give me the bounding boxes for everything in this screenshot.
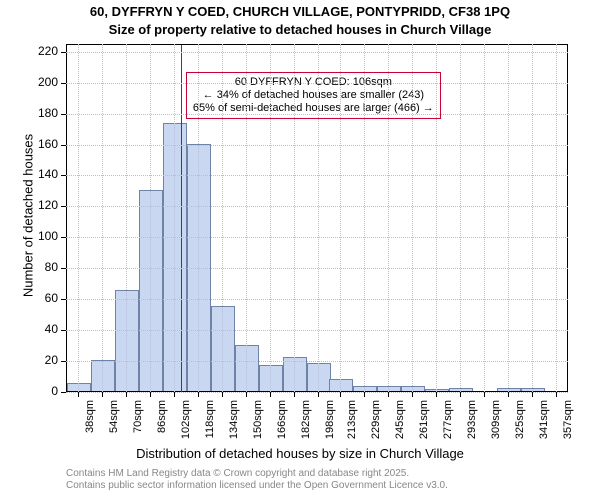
xtick-label: 198sqm — [324, 400, 336, 450]
credits-line1: Contains HM Land Registry data © Crown c… — [66, 468, 448, 480]
ytick-mark — [61, 237, 66, 238]
xtick-label: 54sqm — [108, 400, 120, 450]
xtick-label: 229sqm — [370, 400, 382, 450]
chart-container: 60, DYFFRYN Y COED, CHURCH VILLAGE, PONT… — [0, 0, 600, 500]
xtick-mark — [318, 392, 319, 397]
ytick-label: 40 — [30, 322, 58, 336]
xtick-label: 261sqm — [418, 400, 430, 450]
xtick-label: 102sqm — [180, 400, 192, 450]
gridline-v — [412, 44, 413, 392]
gridline-v — [364, 44, 365, 392]
chart-title-line2: Size of property relative to detached ho… — [0, 22, 600, 37]
xtick-label: 245sqm — [394, 400, 406, 450]
xtick-mark — [78, 392, 79, 397]
ytick-mark — [61, 114, 66, 115]
ytick-label: 220 — [30, 44, 58, 58]
xtick-mark — [102, 392, 103, 397]
ytick-mark — [61, 299, 66, 300]
ytick-label: 20 — [30, 353, 58, 367]
xtick-mark — [294, 392, 295, 397]
gridline-v — [460, 44, 461, 392]
ytick-mark — [61, 392, 66, 393]
gridline-v — [508, 44, 509, 392]
gridline-v — [556, 44, 557, 392]
ytick-mark — [61, 206, 66, 207]
xtick-mark — [532, 392, 533, 397]
xtick-label: 309sqm — [490, 400, 502, 450]
xtick-mark — [126, 392, 127, 397]
gridline-v — [102, 44, 103, 392]
credits-text: Contains HM Land Registry data © Crown c… — [66, 468, 448, 492]
gridline-v — [150, 44, 151, 392]
y-axis-label: Number of detached houses — [21, 116, 36, 316]
chart-title-line1: 60, DYFFRYN Y COED, CHURCH VILLAGE, PONT… — [0, 4, 600, 19]
histogram-bar — [353, 386, 377, 391]
gridline-v — [388, 44, 389, 392]
ytick-mark — [61, 361, 66, 362]
xtick-label: 182sqm — [300, 400, 312, 450]
xtick-label: 70sqm — [132, 400, 144, 450]
ytick-mark — [61, 330, 66, 331]
ytick-label: 0 — [30, 384, 58, 398]
gridline-v — [436, 44, 437, 392]
xtick-mark — [388, 392, 389, 397]
gridline-v — [340, 44, 341, 392]
xtick-mark — [436, 392, 437, 397]
xtick-label: 38sqm — [84, 400, 96, 450]
gridline-v — [484, 44, 485, 392]
annotation-line2: ← 34% of detached houses are smaller (24… — [193, 89, 434, 102]
histogram-bar — [307, 363, 331, 391]
ytick-mark — [61, 268, 66, 269]
gridline-v — [270, 44, 271, 392]
gridline-v — [126, 44, 127, 392]
xtick-mark — [484, 392, 485, 397]
gridline-v — [318, 44, 319, 392]
xtick-mark — [246, 392, 247, 397]
xtick-label: 293sqm — [466, 400, 478, 450]
xtick-mark — [556, 392, 557, 397]
xtick-label: 86sqm — [156, 400, 168, 450]
xtick-mark — [150, 392, 151, 397]
xtick-label: 277sqm — [442, 400, 454, 450]
xtick-label: 325sqm — [514, 400, 526, 450]
xtick-mark — [412, 392, 413, 397]
gridline-v — [78, 44, 79, 392]
xtick-mark — [508, 392, 509, 397]
xtick-label: 118sqm — [204, 400, 216, 450]
xtick-mark — [340, 392, 341, 397]
gridline-v — [532, 44, 533, 392]
xtick-mark — [198, 392, 199, 397]
xtick-mark — [174, 392, 175, 397]
ytick-label: 200 — [30, 75, 58, 89]
xtick-label: 150sqm — [252, 400, 264, 450]
xtick-label: 166sqm — [276, 400, 288, 450]
xtick-mark — [364, 392, 365, 397]
gridline-v — [174, 44, 175, 392]
gridline-v — [222, 44, 223, 392]
xtick-label: 134sqm — [228, 400, 240, 450]
gridline-v — [198, 44, 199, 392]
xtick-mark — [222, 392, 223, 397]
gridline-v — [246, 44, 247, 392]
x-axis-label: Distribution of detached houses by size … — [0, 446, 600, 461]
xtick-label: 341sqm — [538, 400, 550, 450]
gridline-v — [294, 44, 295, 392]
annotation-box: 60 DYFFRYN Y COED: 106sqm ← 34% of detac… — [186, 72, 441, 119]
ytick-mark — [61, 175, 66, 176]
ytick-mark — [61, 52, 66, 53]
reference-vline — [181, 45, 182, 393]
ytick-mark — [61, 83, 66, 84]
ytick-mark — [61, 145, 66, 146]
xtick-label: 357sqm — [562, 400, 574, 450]
credits-line2: Contains public sector information licen… — [66, 480, 448, 492]
xtick-label: 213sqm — [346, 400, 358, 450]
xtick-mark — [270, 392, 271, 397]
xtick-mark — [460, 392, 461, 397]
